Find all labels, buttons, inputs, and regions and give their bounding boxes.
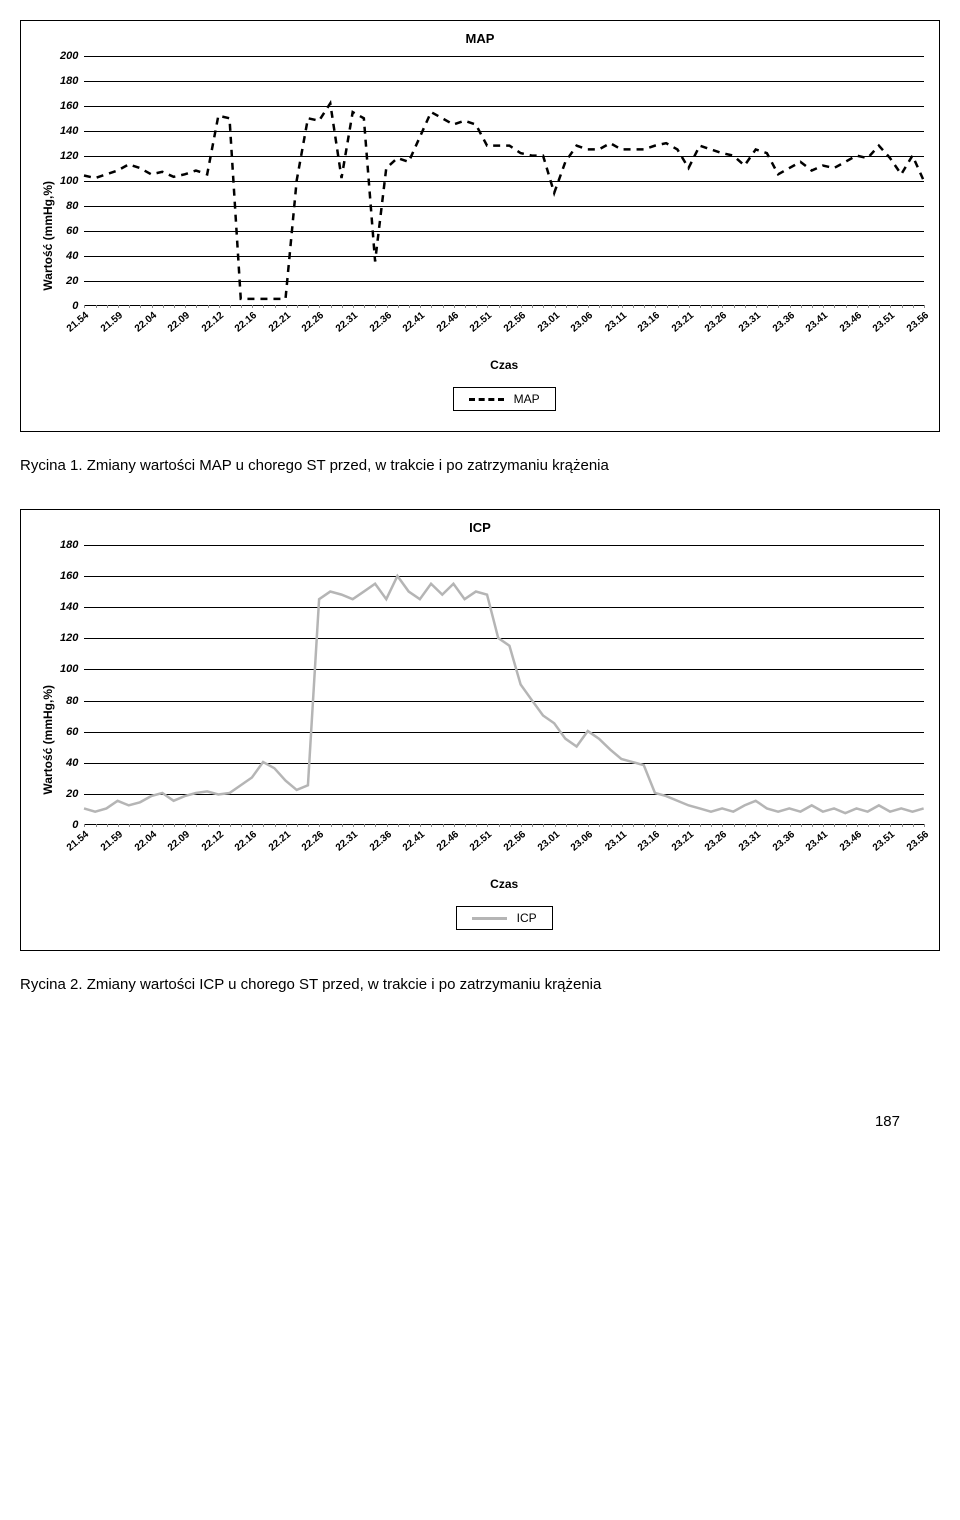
x-tick: 22.09 [166,310,192,335]
x-tick: 22.12 [200,829,226,854]
x-tick: 23.51 [871,310,897,335]
chart-icp: ICP Wartość (mmHg,%) 1801601401201008060… [20,509,940,951]
x-tick: 23.01 [535,829,561,854]
x-tick: 23.21 [670,310,696,335]
x-tick: 23.31 [737,310,763,335]
x-tick: 22.16 [233,829,259,854]
x-tick: 22.51 [468,310,494,335]
x-tick: 21.54 [65,829,91,854]
x-tick: 23.11 [603,829,629,853]
chart2-xlabel: Czas [84,877,924,891]
x-tick-marks [84,305,924,308]
x-tick: 22.36 [367,310,393,335]
chart1-title: MAP [36,31,924,46]
chart2-xticks: 21.5421.5922.0422.0922.1222.1622.2122.26… [84,829,924,869]
chart2-body: Wartość (mmHg,%) 18016014012010080604020… [36,545,924,935]
chart-map: MAP Wartość (mmHg,%) 2001801601401201008… [20,20,940,432]
x-tick: 22.41 [401,310,427,335]
x-tick: 22.21 [267,310,293,335]
x-tick: 22.56 [502,829,528,854]
chart1-ylabel: Wartość (mmHg,%) [36,181,60,291]
chart1-legend: MAP [453,387,556,411]
chart2-legend: ICP [456,906,553,930]
x-tick: 23.46 [838,310,864,335]
x-tick: 23.06 [569,310,595,335]
series-line [84,56,924,305]
chart2-yticks: 180160140120100806040200 [60,545,84,825]
x-tick: 21.54 [65,310,91,335]
x-tick: 21.59 [99,310,125,335]
chart1-plot-wrapper: 21.5421.5922.0422.0922.1222.1622.2122.26… [84,56,924,416]
legend-swatch-dashed [469,398,504,401]
x-tick: 22.26 [300,310,326,335]
legend-swatch-gray [472,917,507,920]
x-tick: 23.56 [905,310,931,335]
caption-1: Rycina 1. Zmiany wartości MAP u chorego … [20,457,940,474]
chart2-plot-wrapper: 21.5421.5922.0422.0922.1222.1622.2122.26… [84,545,924,935]
x-tick: 23.46 [838,829,864,854]
chart2-ylabel: Wartość (mmHg,%) [36,685,60,795]
x-tick: 22.46 [435,310,461,335]
x-tick: 22.31 [334,310,360,335]
x-tick: 23.16 [636,310,662,335]
x-tick: 23.01 [535,310,561,335]
x-tick: 23.06 [569,829,595,854]
x-tick: 22.04 [132,310,158,335]
page-number: 187 [20,1113,940,1130]
x-tick: 22.56 [502,310,528,335]
x-tick: 21.59 [99,829,125,854]
x-tick: 23.41 [804,310,830,335]
x-tick: 23.11 [603,310,629,334]
caption-2: Rycina 2. Zmiany wartości ICP u chorego … [20,976,940,993]
x-tick: 23.51 [871,829,897,854]
x-tick: 22.21 [267,829,293,854]
x-tick: 23.36 [770,310,796,335]
x-tick: 23.26 [703,829,729,854]
x-tick: 22.51 [468,829,494,854]
series-line [84,545,924,824]
chart2-legend-label: ICP [517,911,537,925]
x-tick: 22.26 [300,829,326,854]
x-tick: 23.41 [804,829,830,854]
x-tick: 22.31 [334,829,360,854]
x-tick: 23.56 [905,829,931,854]
chart1-xticks: 21.5421.5922.0422.0922.1222.1622.2122.26… [84,310,924,350]
x-tick: 23.36 [770,829,796,854]
x-tick: 22.09 [166,829,192,854]
chart2-plot-area [84,545,924,825]
x-tick: 23.26 [703,310,729,335]
x-tick: 22.46 [435,829,461,854]
chart1-legend-label: MAP [514,392,540,406]
chart1-xlabel: Czas [84,358,924,372]
x-tick: 23.31 [737,829,763,854]
x-tick-marks [84,824,924,827]
chart1-body: Wartość (mmHg,%) 20018016014012010080604… [36,56,924,416]
x-tick: 23.21 [670,829,696,854]
x-tick: 22.16 [233,310,259,335]
x-tick: 22.04 [132,829,158,854]
chart1-yticks: 200180160140120100806040200 [60,56,84,306]
x-tick: 23.16 [636,829,662,854]
x-tick: 22.41 [401,829,427,854]
chart2-title: ICP [36,520,924,535]
x-tick: 22.36 [367,829,393,854]
chart1-plot-area [84,56,924,306]
x-tick: 22.12 [200,310,226,335]
